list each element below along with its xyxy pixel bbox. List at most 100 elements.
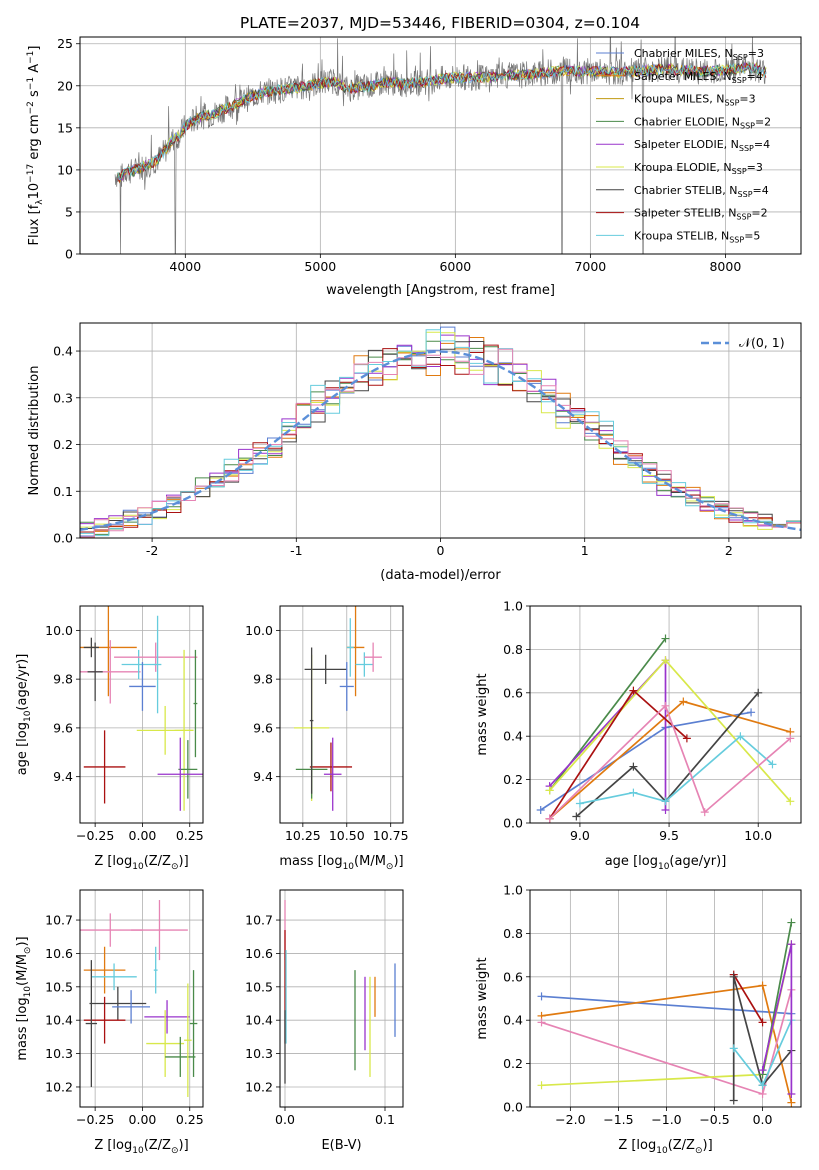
axis-label-part: −1: [26, 51, 36, 64]
error-bar: [131, 900, 188, 961]
axis-label-part: ⊙: [171, 1146, 179, 1156]
axis-label-part: age [log: [605, 854, 658, 869]
legend-entry-count: =3: [739, 93, 755, 106]
mass-vs-extinction-panel: 0.0 0.1 10.2 10.3 10.4 10.5 10.6 10.7 E(B-V): [245, 889, 404, 1153]
axis-label-part: ⊙: [386, 862, 394, 872]
x-tick-label: 7000: [574, 259, 606, 274]
x-tick-label: −0.25: [76, 1112, 114, 1127]
y-tick-label: 10.7: [245, 913, 273, 928]
y-tick-label: 10.7: [45, 913, 73, 928]
weight-marker: [537, 1081, 546, 1090]
plot-area: [294, 606, 382, 811]
y-tick-label: 0.4: [503, 1013, 523, 1028]
y-tick-label: 9.4: [53, 769, 73, 784]
axis-label-part: A: [27, 64, 42, 77]
weight-marker: [679, 697, 688, 706]
weight-marker: [575, 799, 584, 808]
weight-marker: [536, 805, 545, 814]
legend-entry-name: Chabrier MILES, N: [634, 47, 733, 60]
grid-lines: [280, 890, 403, 1107]
y-axis-label: Normed distribution: [27, 366, 42, 496]
weight-marker: [758, 1018, 767, 1027]
legend-entry-count: =4: [747, 70, 763, 83]
axis-label-part: )]: [179, 854, 189, 869]
legend-entry: Chabrier ELODIE, NSSP=2: [634, 115, 771, 130]
legend-entry: Kroupa ELODIE, NSSP=3: [634, 161, 763, 176]
weight-marker: [786, 734, 795, 743]
grid-lines: [280, 606, 403, 823]
weight-marker: [545, 786, 554, 795]
plot-area: [80, 326, 801, 538]
axis-label-part: 10: [132, 1146, 144, 1156]
axis-label-part: 10: [27, 183, 42, 200]
axis-label-part: Flux [f: [27, 204, 42, 245]
axis-label-part: Z [log: [618, 1138, 656, 1153]
error-bar: [144, 1000, 190, 1034]
normal-reference-curve: [80, 350, 801, 531]
axis-label: mass [log10(M/M⊙)]: [279, 854, 403, 872]
legend-entry-name: Salpeter STELIB, N: [634, 207, 736, 220]
error-bar: [184, 983, 192, 1097]
error-bar: [153, 615, 162, 714]
axis-label-part: )]: [703, 1138, 713, 1153]
y-tick-label: 9.6: [53, 720, 73, 735]
axis-label-part: (M/M: [15, 954, 30, 986]
legend-entry-name: Kroupa STELIB, N: [634, 229, 729, 242]
weight-series: [758, 940, 796, 1098]
y-tick-label: 0.4: [503, 729, 523, 744]
weight-series: [545, 656, 795, 806]
x-tick-label: 10.50: [329, 828, 365, 843]
y-tick-label: 0.0: [503, 816, 523, 831]
axes-frame: [529, 889, 802, 1108]
error-bar: [355, 652, 374, 677]
x-tick-label: 0.25: [176, 828, 204, 843]
y-axis-label: mass weight: [475, 957, 490, 1039]
weight-marker: [787, 1089, 796, 1098]
y-tick-label: 10.4: [245, 1013, 273, 1028]
x-tick-label: 0: [437, 543, 445, 558]
y-tick-label: 20: [57, 78, 73, 93]
axis-label-part: s: [27, 90, 42, 101]
legend-entry-name: Kroupa ELODIE, N: [634, 161, 732, 174]
error-bar: [304, 654, 347, 685]
legend-entry-sub: SSP: [724, 99, 739, 108]
weight-series: [545, 701, 795, 823]
weight-marker: [758, 1081, 767, 1090]
error-bar: [146, 1010, 185, 1077]
legend-entry: Chabrier MILES, NSSP=3: [634, 47, 764, 62]
model-spectrum-line: [117, 62, 767, 183]
plot-area: [284, 900, 396, 1084]
legend-entry-name: Salpeter ELODIE, N: [634, 138, 739, 151]
legend-entry-count: =4: [754, 138, 770, 151]
x-tick-label: -1: [290, 543, 302, 558]
residual-histogram: [80, 341, 801, 529]
y-tick-label: 0.2: [503, 772, 523, 787]
weight-marker: [700, 808, 709, 817]
x-tick-label: -2: [146, 543, 158, 558]
error-bar: [165, 1036, 196, 1077]
weight-marker: [729, 972, 738, 981]
weight-marker: [754, 688, 763, 697]
x-tick-label: 9.0: [570, 828, 590, 843]
x-tick-label: 0.0: [275, 1112, 295, 1127]
axis-label-part: −1: [26, 77, 36, 90]
legend-entry-count: =2: [755, 115, 771, 128]
x-tick-label: −1.5: [603, 1112, 633, 1127]
weight-line: [549, 704, 791, 820]
error-bar: [153, 946, 158, 994]
y-tick-label: 0.8: [503, 926, 523, 941]
error-bar: [323, 737, 342, 811]
y-tick-label: 0.2: [503, 1056, 523, 1071]
axis-label: Z [log10(Z/Z⊙)]: [618, 1138, 712, 1156]
legend-entry-count: =2: [751, 207, 767, 220]
y-tick-label: 10.2: [245, 1079, 273, 1094]
axis-label-part: ⊙: [171, 862, 179, 872]
y-tick-label: 10.0: [45, 623, 73, 638]
axis-label-part: 10: [132, 862, 144, 872]
y-tick-label: 0.1: [53, 484, 73, 499]
weight-marker: [758, 1066, 767, 1075]
weight-series: [729, 970, 767, 1027]
weight-line: [732, 976, 793, 1101]
y-tick-label: 10.2: [45, 1079, 73, 1094]
y-tick-label: 10.5: [245, 979, 273, 994]
